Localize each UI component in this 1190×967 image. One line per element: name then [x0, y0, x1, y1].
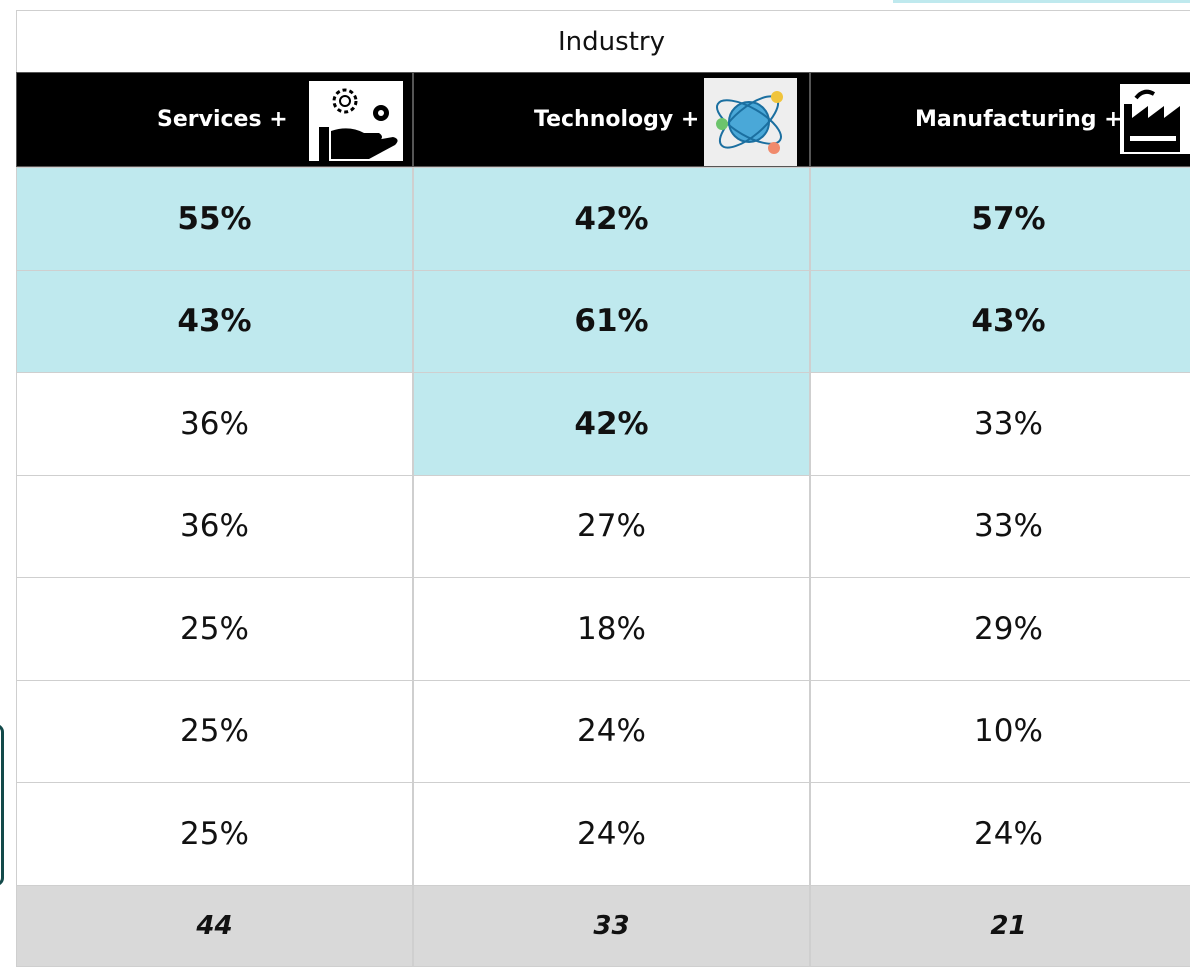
- data-cell: 43%: [810, 270, 1190, 374]
- data-cell: 25%: [16, 782, 413, 886]
- data-cell: 33%: [810, 475, 1190, 579]
- data-cell: 29%: [810, 577, 1190, 681]
- side-panel-edge: [0, 724, 4, 886]
- services-icon: [309, 81, 403, 161]
- data-cell: 42%: [413, 167, 810, 271]
- data-cell: 61%: [413, 270, 810, 374]
- technology-icon: [704, 78, 797, 166]
- data-cell: 25%: [16, 680, 413, 784]
- manufacturing-icon: [1120, 84, 1190, 154]
- data-cell: 57%: [810, 167, 1190, 271]
- data-cell: 24%: [413, 680, 810, 784]
- data-cell: 36%: [16, 372, 413, 476]
- footer-cell: 33: [413, 885, 810, 967]
- data-cell: 55%: [16, 167, 413, 271]
- data-cell: 43%: [16, 270, 413, 374]
- footer-cell: 44: [16, 885, 413, 967]
- data-cell: 36%: [16, 475, 413, 579]
- data-cell: 24%: [413, 782, 810, 886]
- data-cell: 42%: [413, 372, 810, 476]
- data-cell: 10%: [810, 680, 1190, 784]
- data-cell: 27%: [413, 475, 810, 579]
- table-title: Industry: [16, 10, 1190, 73]
- data-cell: 18%: [413, 577, 810, 681]
- top-accent: [893, 0, 1190, 3]
- data-cell: 25%: [16, 577, 413, 681]
- data-cell: 33%: [810, 372, 1190, 476]
- data-cell: 24%: [810, 782, 1190, 886]
- footer-cell: 21: [810, 885, 1190, 967]
